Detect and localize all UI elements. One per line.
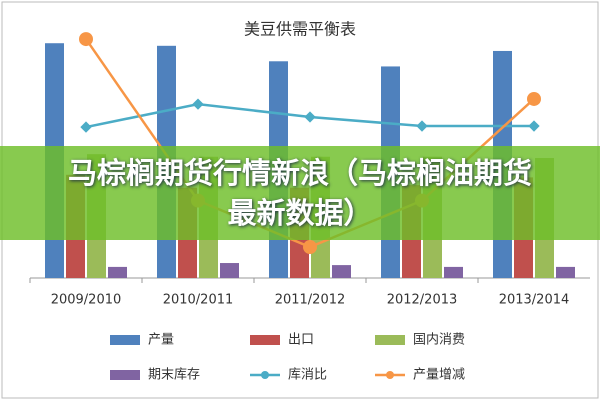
x-tick-label: 2011/2012: [275, 293, 346, 308]
marker: [303, 240, 317, 255]
legend-marker: [261, 371, 269, 379]
legend-label: 期末库存: [148, 367, 200, 383]
banner-text: 马棕榈期货行情新浪（马棕榈油期货最新数据）: [67, 156, 532, 230]
legend-label: 出口: [288, 333, 314, 348]
legend-label: 库消比: [288, 367, 327, 383]
bar: [444, 266, 463, 278]
legend-swatch: [250, 335, 280, 345]
legend-label: 产量: [148, 333, 174, 348]
x-tick-label: 2013/2014: [499, 293, 570, 308]
bar: [220, 263, 239, 278]
legend-label: 国内消费: [413, 332, 465, 348]
marker: [527, 91, 541, 106]
bar: [332, 265, 351, 278]
bar: [556, 266, 575, 278]
x-tick-label: 2012/2013: [387, 293, 458, 308]
marker: [79, 32, 93, 47]
legend-swatch: [375, 335, 405, 345]
legend-swatch: [110, 335, 140, 345]
x-tick-label: 2010/2011: [163, 293, 234, 308]
banner: 马棕榈期货行情新浪（马棕榈油期货最新数据）: [0, 146, 600, 240]
legend-swatch: [110, 370, 140, 380]
bar: [108, 266, 127, 278]
legend-label: 产量增减: [413, 368, 465, 383]
chart-title: 美豆供需平衡表: [244, 20, 356, 39]
x-tick-label: 2009/2010: [51, 293, 122, 308]
legend-marker: [386, 371, 394, 379]
